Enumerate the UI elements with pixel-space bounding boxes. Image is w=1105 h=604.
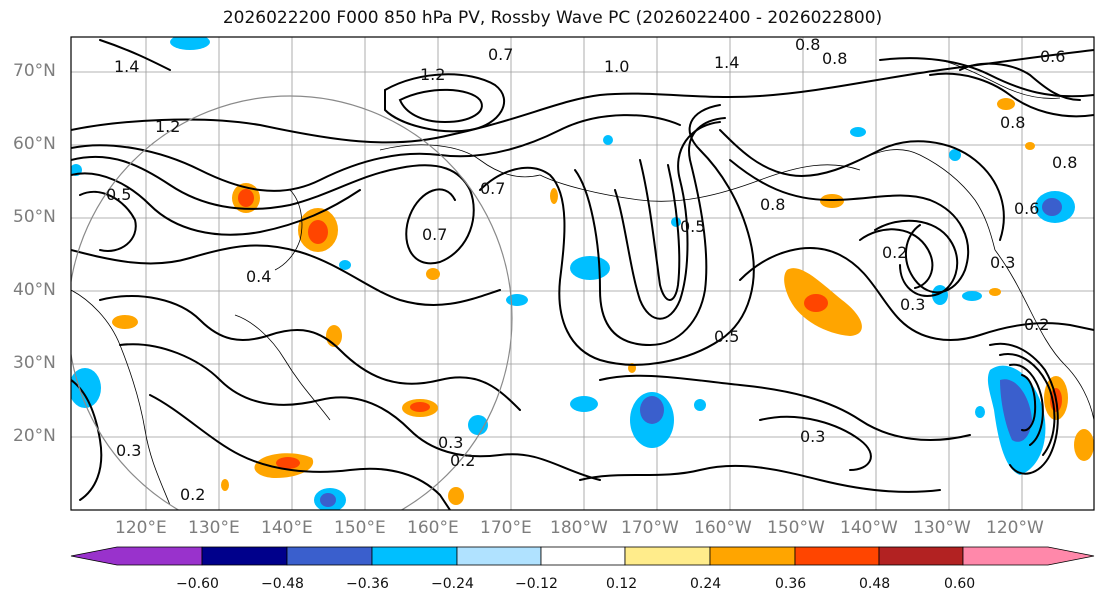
colorbar-tick-label: −0.60 — [176, 576, 219, 592]
colorbar-tick-label: −0.24 — [431, 576, 474, 592]
latitude-label: 20°N — [13, 426, 56, 446]
negative-anomaly-shading — [71, 37, 1075, 510]
reference-circle — [71, 95, 513, 510]
colorbar-segment — [540, 546, 626, 566]
colorbar-tick-label: 0.36 — [775, 576, 807, 592]
positive-anomaly-shading — [112, 98, 1094, 505]
contour-label: 0.2 — [882, 243, 907, 262]
colorbar-segment — [962, 546, 1095, 566]
longitude-label: 160°W — [694, 518, 752, 538]
longitude-label: 120°E — [115, 518, 167, 538]
longitude-label: 160°E — [407, 518, 459, 538]
contour-label: 0.7 — [488, 45, 513, 64]
colorbar-tick-label: −0.12 — [515, 576, 558, 592]
colorbar-segment — [456, 546, 542, 566]
contour-labels: 1.4 0.8 0.7 1.0 1.4 0.8 1.2 1.2 0.5 0.7 … — [106, 35, 1077, 504]
colorbar-segment — [878, 546, 964, 566]
colorbar-segment — [371, 546, 458, 566]
contour-label: 0.5 — [714, 327, 739, 346]
longitude-label: 170°W — [621, 518, 679, 538]
contour-label: 0.4 — [246, 267, 271, 286]
colorbar-tick-label: 0.24 — [690, 576, 722, 592]
contour-label: 1.0 — [604, 57, 629, 76]
contour-label: 0.7 — [480, 179, 505, 198]
longitude-label: 120°W — [986, 518, 1044, 538]
longitude-label: 140°W — [840, 518, 898, 538]
colorbar-segment — [709, 546, 796, 566]
contour-label: 1.4 — [114, 57, 139, 76]
contour-label: 0.3 — [116, 441, 141, 460]
contour-label: 0.8 — [1052, 153, 1077, 172]
longitude-label: 130°E — [188, 518, 240, 538]
contour-label: 0.2 — [180, 485, 205, 504]
coastlines — [71, 59, 1094, 506]
map-title: 2026022200 F000 850 hPa PV, Rossby Wave … — [222, 8, 883, 28]
colorbar — [70, 546, 1095, 566]
map-frame — [70, 36, 1095, 511]
colorbar-tick-label: −0.36 — [346, 576, 389, 592]
contour-label: 0.8 — [1000, 113, 1025, 132]
latitude-label: 50°N — [13, 207, 56, 227]
latitude-label: 60°N — [13, 134, 56, 154]
latitude-label: 40°N — [13, 280, 56, 300]
contour-label: 0.5 — [680, 217, 705, 236]
colorbar-segment — [794, 546, 880, 566]
contour-label: 0.2 — [1024, 315, 1049, 334]
contour-label: 0.3 — [990, 253, 1015, 272]
contour-label: 1.2 — [420, 65, 445, 84]
colorbar-segment — [624, 546, 711, 566]
contour-label: 0.7 — [422, 225, 447, 244]
longitude-label: 150°W — [767, 518, 825, 538]
latitude-label: 70°N — [13, 61, 56, 81]
contour-label: 0.6 — [1014, 199, 1039, 218]
longitude-label: 140°E — [261, 518, 313, 538]
contour-label: 0.3 — [438, 433, 463, 452]
contour-label: 0.3 — [800, 427, 825, 446]
longitude-label: 150°E — [334, 518, 386, 538]
longitude-label: 180°W — [550, 518, 608, 538]
colorbar-segment — [286, 546, 373, 566]
contour-label: 0.8 — [822, 49, 847, 68]
colorbar-tick-label: 0.48 — [859, 576, 891, 592]
contour-label: 0.8 — [795, 35, 820, 54]
pv-contours — [71, 39, 1094, 510]
contour-label: 0.6 — [1040, 47, 1065, 66]
colorbar-segment — [201, 546, 288, 566]
contour-label: 0.3 — [900, 295, 925, 314]
colorbar-tick-label: 0.60 — [944, 576, 976, 592]
latitude-label: 30°N — [13, 353, 56, 373]
contour-label: 1.2 — [155, 117, 180, 136]
contour-label: 0.2 — [450, 451, 475, 470]
colorbar-tick-label: 0.12 — [606, 576, 638, 592]
contour-label: 0.5 — [106, 185, 131, 204]
contour-label: 1.4 — [714, 53, 739, 72]
colorbar-tick-label: −0.48 — [261, 576, 304, 592]
contour-label: 0.8 — [760, 195, 785, 214]
colorbar-segment — [70, 546, 203, 566]
longitude-label: 170°E — [480, 518, 532, 538]
longitude-label: 130°W — [913, 518, 971, 538]
gridlines — [71, 37, 1094, 510]
